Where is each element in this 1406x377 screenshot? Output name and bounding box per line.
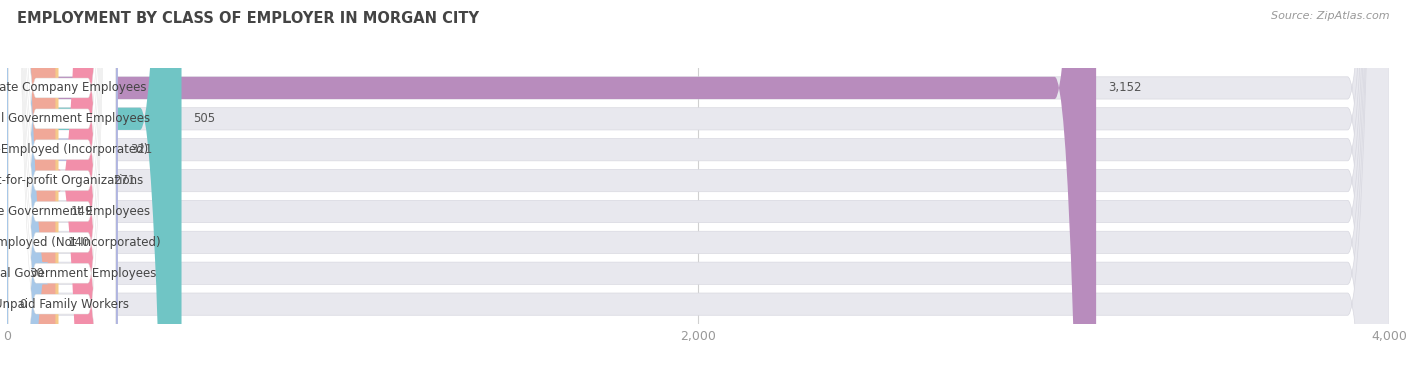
FancyBboxPatch shape: [8, 0, 115, 377]
FancyBboxPatch shape: [8, 0, 115, 377]
Text: 30: 30: [30, 267, 44, 280]
FancyBboxPatch shape: [7, 0, 1097, 377]
Text: Self-Employed (Not Incorporated): Self-Employed (Not Incorporated): [0, 236, 160, 249]
Text: 505: 505: [194, 112, 215, 125]
Text: EMPLOYMENT BY CLASS OF EMPLOYER IN MORGAN CITY: EMPLOYMENT BY CLASS OF EMPLOYER IN MORGA…: [17, 11, 479, 26]
Text: 3,152: 3,152: [1108, 81, 1142, 94]
FancyBboxPatch shape: [7, 0, 101, 377]
Text: 0: 0: [20, 298, 27, 311]
Text: Unpaid Family Workers: Unpaid Family Workers: [0, 298, 129, 311]
FancyBboxPatch shape: [8, 0, 115, 377]
FancyBboxPatch shape: [7, 0, 1389, 377]
FancyBboxPatch shape: [7, 0, 1389, 377]
FancyBboxPatch shape: [8, 0, 115, 377]
Text: 140: 140: [67, 236, 90, 249]
Text: Private Company Employees: Private Company Employees: [0, 81, 146, 94]
Text: 271: 271: [112, 174, 135, 187]
FancyBboxPatch shape: [7, 0, 55, 377]
FancyBboxPatch shape: [7, 0, 1389, 377]
FancyBboxPatch shape: [7, 0, 118, 377]
FancyBboxPatch shape: [7, 0, 181, 377]
Text: 321: 321: [129, 143, 152, 156]
FancyBboxPatch shape: [7, 0, 1389, 377]
FancyBboxPatch shape: [7, 0, 59, 377]
FancyBboxPatch shape: [8, 0, 115, 377]
Text: State Government Employees: State Government Employees: [0, 205, 150, 218]
Text: Not-for-profit Organizations: Not-for-profit Organizations: [0, 174, 143, 187]
FancyBboxPatch shape: [8, 0, 115, 377]
FancyBboxPatch shape: [7, 0, 1389, 377]
Text: Federal Government Employees: Federal Government Employees: [0, 267, 156, 280]
Text: Source: ZipAtlas.com: Source: ZipAtlas.com: [1271, 11, 1389, 21]
FancyBboxPatch shape: [7, 0, 1389, 377]
Text: Local Government Employees: Local Government Employees: [0, 112, 150, 125]
FancyBboxPatch shape: [7, 0, 1389, 377]
FancyBboxPatch shape: [7, 0, 1389, 377]
Text: Self-Employed (Incorporated): Self-Employed (Incorporated): [0, 143, 149, 156]
Text: 149: 149: [70, 205, 93, 218]
FancyBboxPatch shape: [8, 0, 115, 377]
FancyBboxPatch shape: [0, 0, 48, 377]
FancyBboxPatch shape: [8, 0, 115, 377]
